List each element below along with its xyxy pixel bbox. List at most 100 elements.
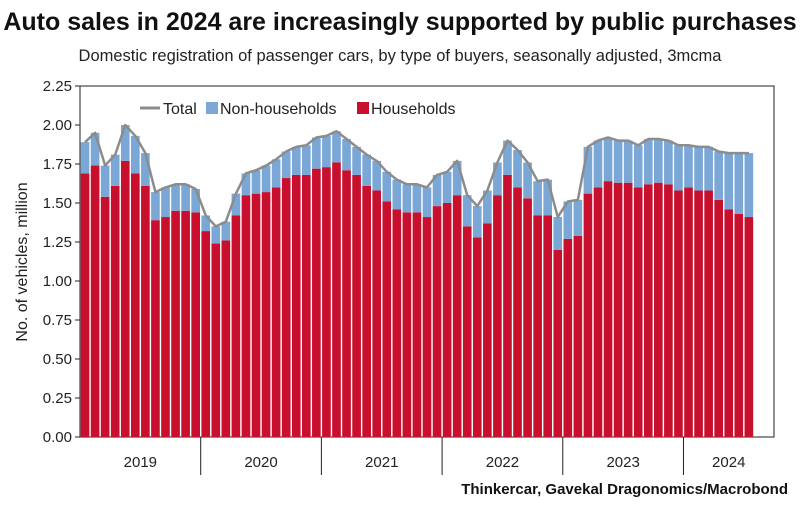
bar-households [613, 182, 623, 437]
bar-non-households [110, 154, 120, 186]
bar-households [130, 173, 140, 438]
x-tick-label: 2024 [712, 454, 745, 471]
bar-households [643, 184, 653, 437]
x-tick-label: 2023 [606, 454, 639, 471]
bar-households [161, 217, 170, 437]
bar-non-households [724, 153, 734, 210]
bar-households [513, 187, 522, 437]
bar-non-households [613, 140, 623, 183]
bar-non-households [493, 162, 502, 196]
source-note: Thinkercar, Gavekal Dragonomics/Macrobon… [461, 481, 788, 498]
bar-households [110, 185, 120, 437]
bar-non-households [211, 226, 221, 244]
bar-non-households [332, 131, 341, 163]
chart-title: Auto sales in 2024 are increasingly supp… [3, 8, 797, 36]
y-tick-label: 0.00 [43, 429, 72, 446]
bar-non-households [452, 160, 462, 196]
bar-non-households [472, 206, 482, 238]
y-tick-label: 0.25 [43, 390, 72, 407]
bar-households [261, 192, 271, 437]
bar-non-households [684, 145, 693, 188]
bar-households [563, 238, 573, 437]
bar-households [352, 174, 361, 438]
bar-households [462, 226, 472, 437]
bar-non-households [281, 151, 291, 179]
bar-non-households [432, 174, 442, 207]
bar-non-households [80, 142, 90, 174]
bar-households [633, 187, 643, 437]
bar-non-households [523, 162, 532, 199]
bar-non-households [231, 193, 241, 216]
legend-non-households-label: Non-households [220, 101, 337, 118]
bar-households [553, 249, 563, 437]
bar-households [80, 173, 90, 438]
bar-non-households [412, 184, 422, 213]
bar-non-households [603, 137, 613, 182]
bar-households [221, 240, 231, 437]
bar-households [201, 231, 211, 437]
bar-households [704, 190, 713, 437]
bar-households [583, 193, 593, 437]
bar-households [573, 235, 583, 437]
bar-non-households [442, 171, 452, 203]
bar-non-households [422, 187, 432, 218]
bar-non-households [372, 160, 382, 191]
bar-households [181, 210, 190, 437]
x-tick-label: 2022 [486, 454, 519, 471]
bar-non-households [161, 187, 170, 218]
bar-non-households [664, 140, 673, 185]
bar-households [191, 212, 200, 437]
bar-households [392, 209, 402, 437]
x-tick-label: 2019 [124, 454, 157, 471]
bar-households [442, 203, 452, 437]
bar-non-households [241, 173, 251, 196]
bar-households [271, 187, 281, 437]
bar-non-households [623, 140, 633, 183]
bar-non-households [392, 179, 402, 210]
y-tick-label: 1.75 [43, 156, 72, 173]
bar-households [422, 217, 432, 437]
bar-households [90, 165, 100, 437]
bar-non-households [633, 145, 643, 188]
bar-households [372, 190, 382, 437]
bar-non-households [201, 215, 211, 232]
bar-households [694, 190, 703, 437]
bar-non-households [553, 217, 563, 250]
legend-total-label: Total [163, 101, 197, 118]
bar-households [312, 168, 321, 437]
bar-households [211, 243, 221, 437]
bar-non-households [543, 179, 553, 216]
bar-non-households [342, 139, 351, 171]
bar-non-households [291, 146, 301, 175]
y-tick-label: 0.50 [43, 351, 72, 368]
bar-non-households [654, 139, 663, 183]
plot-area: 0.00 0.25 0.50 0.75 1.00 1.25 1.50 1.75 2.00 2.25… [43, 78, 775, 475]
bar-households [452, 195, 462, 437]
bar-households [241, 195, 251, 437]
bar-households [593, 187, 603, 437]
chart-subtitle: Domestic registration of passenger cars,… [78, 47, 722, 65]
bar-non-households [191, 188, 200, 213]
bar-households [684, 187, 693, 437]
bar-households [674, 190, 683, 437]
bar-non-households [221, 221, 231, 241]
bar-non-households [322, 135, 331, 168]
bar-households [151, 220, 160, 437]
bar-non-households [563, 201, 573, 239]
bar-households [382, 201, 392, 437]
bar-households [472, 237, 482, 437]
bar-non-households [583, 146, 593, 194]
bar-households [543, 215, 553, 437]
bar-non-households [181, 184, 190, 211]
y-tick-label: 2.25 [43, 78, 72, 95]
bar-households [362, 185, 371, 437]
bar-households [503, 174, 512, 438]
bar-households [251, 193, 261, 437]
bar-non-households [382, 171, 392, 202]
bar-households [322, 167, 331, 437]
y-tick-label: 1.00 [43, 273, 72, 290]
bar-households [483, 223, 492, 437]
bar-households [281, 178, 291, 438]
bar-non-households [141, 153, 150, 186]
